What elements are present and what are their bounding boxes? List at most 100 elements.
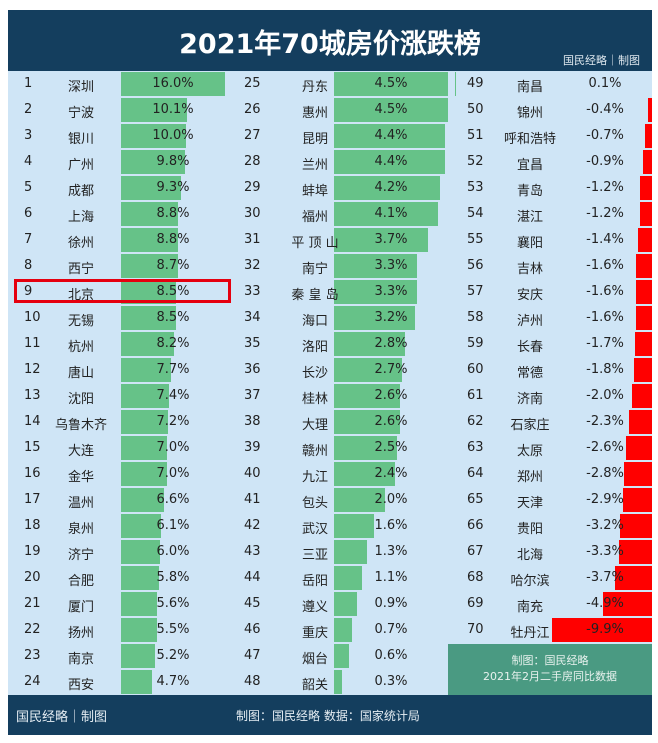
table-row: 3 银川 10.0%: [8, 123, 231, 149]
value-bar: [334, 618, 352, 642]
rank-label: 15: [24, 440, 41, 455]
city-label: 昆明: [301, 132, 328, 147]
value-bar: [455, 72, 456, 96]
table-row: 52 宜昌 -0.9%: [455, 149, 652, 175]
table-row: 30 福州 4.1%: [232, 201, 455, 227]
value-bar: [334, 540, 367, 564]
value-bar: [121, 462, 167, 486]
value-label: 9.8%: [156, 154, 190, 169]
value-bar: [628, 410, 652, 434]
city-label: 呼和浩特: [503, 132, 556, 147]
city-label: 安庆: [516, 288, 543, 303]
rank-label: 21: [24, 596, 41, 611]
value-bar: [334, 202, 438, 226]
value-bar: [121, 150, 185, 174]
value-label: -4.9%: [586, 596, 624, 611]
value-bar: [121, 124, 186, 148]
city-label: 济宁: [67, 548, 94, 563]
city-label: 岳阳: [301, 574, 328, 589]
city-label: 温州: [67, 496, 94, 511]
rank-label: 59: [467, 336, 484, 351]
value-label: 0.6%: [374, 648, 408, 663]
value-bar: [633, 358, 652, 382]
value-label: 0.1%: [588, 76, 622, 91]
table-row: 65 天津 -2.9%: [455, 487, 652, 513]
rank-label: 46: [244, 622, 261, 637]
value-bar: [334, 176, 441, 200]
value-bar: [334, 280, 418, 304]
city-label: 厦门: [67, 600, 94, 615]
table-row: 67 北海 -3.3%: [455, 539, 652, 565]
table-row: 49 南昌 0.1%: [455, 71, 652, 97]
table-row: 46 重庆 0.7%: [232, 617, 455, 643]
rank-label: 9: [24, 284, 33, 299]
city-label: 蚌埠: [301, 184, 328, 199]
table-row: 13 沈阳 7.4%: [8, 383, 231, 409]
rank-label: 10: [24, 310, 41, 325]
city-label: 福州: [301, 210, 328, 225]
value-bar: [121, 306, 177, 330]
table-row: 29 蚌埠 4.2%: [232, 175, 455, 201]
table-row: 10 无锡 8.5%: [8, 305, 231, 331]
footer-brand: 国民经略｜制图: [16, 710, 108, 725]
city-label: 韶关: [301, 678, 328, 693]
note-box: 制图：国民经略 2021年2月二手房同比数据: [448, 644, 652, 695]
rank-label: 56: [467, 258, 484, 273]
value-label: -1.2%: [586, 206, 624, 221]
city-label: 三亚: [301, 548, 328, 563]
value-label: -1.6%: [586, 284, 624, 299]
ranking-panel: 2021年70城房价涨跌榜 国民经略｜制图 1 深圳 16.0% 2 宁波 10.1% 3 银…: [8, 10, 652, 735]
city-label: 泉州: [67, 522, 94, 537]
value-bar: [552, 618, 652, 642]
city-label: 银川: [67, 132, 94, 147]
value-bar: [334, 436, 398, 460]
table-row: 54 湛江 -1.2%: [455, 201, 652, 227]
table-row: 48 韶关 0.3%: [232, 669, 455, 695]
value-label: -0.4%: [586, 102, 624, 117]
value-bar: [121, 410, 168, 434]
value-label: 1.1%: [374, 570, 408, 585]
table-row: 25 丹东 4.5%: [232, 71, 455, 97]
table-row: 42 武汉 1.6%: [232, 513, 455, 539]
city-label: 牡丹江: [510, 626, 550, 641]
rank-label: 63: [467, 440, 484, 455]
rank-label: 55: [467, 232, 484, 247]
value-bar: [121, 72, 225, 96]
value-label: 3.7%: [374, 232, 408, 247]
value-label: 7.2%: [156, 414, 190, 429]
table-row: 66 贵阳 -3.2%: [455, 513, 652, 539]
value-label: 1.3%: [374, 544, 408, 559]
value-label: 8.8%: [156, 206, 190, 221]
city-label: 锦州: [516, 106, 543, 121]
city-label: 唐山: [67, 366, 94, 381]
rank-label: 44: [244, 570, 261, 585]
city-label: 无锡: [67, 314, 94, 329]
value-bar: [334, 124, 446, 148]
table-row: 22 扬州 5.5%: [8, 617, 231, 643]
value-label: -1.6%: [586, 258, 624, 273]
city-label: 上海: [67, 210, 94, 225]
value-bar: [635, 280, 652, 304]
city-label: 济南: [516, 392, 543, 407]
rank-label: 52: [467, 154, 484, 169]
city-label: 海口: [301, 314, 328, 329]
table-row: 20 合肥 5.8%: [8, 565, 231, 591]
city-label: 合肥: [67, 574, 94, 589]
value-bar: [614, 566, 652, 590]
table-row: 61 济南 -2.0%: [455, 383, 652, 409]
value-label: -2.8%: [586, 466, 624, 481]
value-bar: [121, 384, 170, 408]
rank-label: 11: [24, 336, 41, 351]
value-bar: [121, 644, 155, 668]
value-label: -2.9%: [586, 492, 624, 507]
rank-label: 68: [467, 570, 484, 585]
table-row: 40 九江 2.4%: [232, 461, 455, 487]
value-bar: [619, 514, 652, 538]
value-bar: [334, 332, 405, 356]
value-label: -3.7%: [586, 570, 624, 585]
value-bar: [121, 436, 167, 460]
city-label: 郑州: [516, 470, 543, 485]
value-bar: [602, 592, 652, 616]
value-label: -0.9%: [586, 154, 624, 169]
city-label: 乌鲁木齐: [54, 418, 107, 433]
